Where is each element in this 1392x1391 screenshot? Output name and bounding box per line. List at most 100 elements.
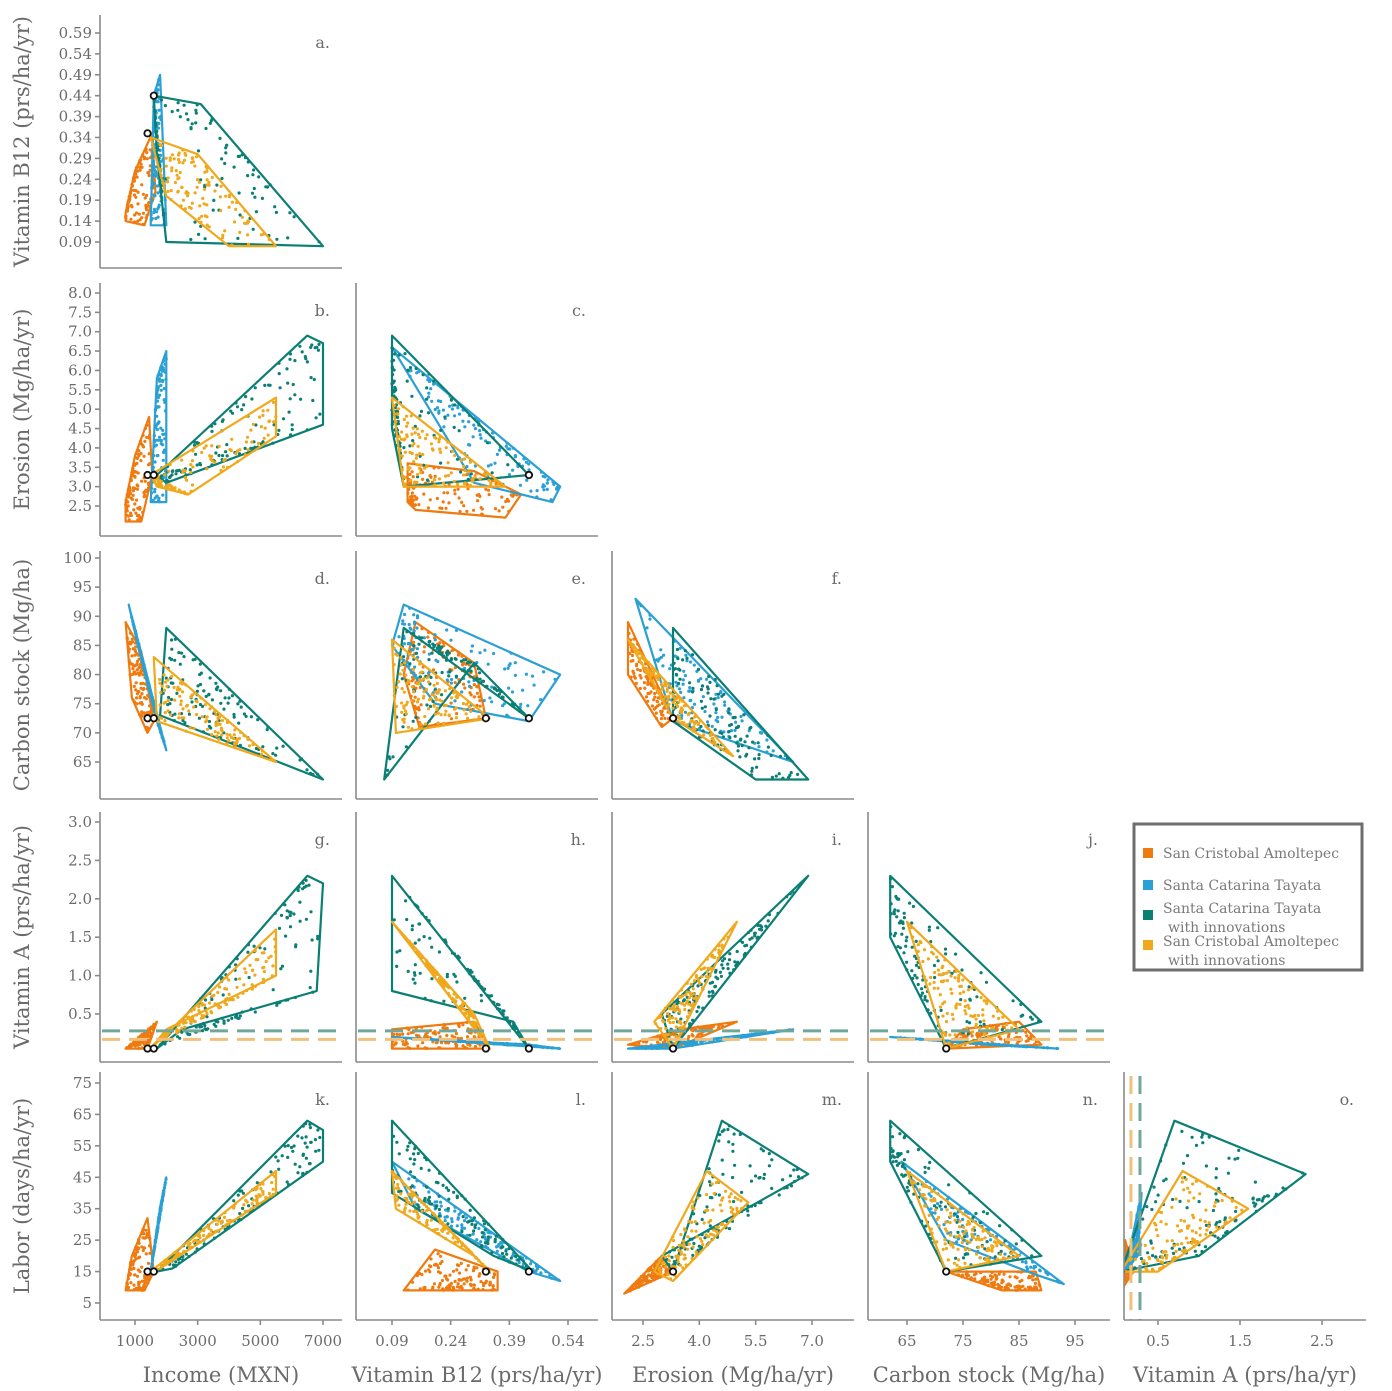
panel-label: d. [315, 569, 330, 588]
data-point [415, 453, 419, 457]
data-point [286, 236, 290, 240]
data-point [487, 478, 491, 482]
data-point [210, 444, 214, 448]
data-point [703, 709, 707, 714]
data-point [225, 443, 229, 447]
panel-label: h. [571, 830, 586, 849]
data-point [456, 406, 460, 410]
data-point [141, 445, 146, 449]
data-point [486, 488, 491, 492]
data-point [456, 1036, 460, 1040]
data-point [236, 737, 240, 741]
data-point [227, 205, 231, 209]
data-point [971, 1030, 975, 1034]
data-point [213, 460, 217, 464]
data-point [892, 934, 896, 938]
data-point [224, 146, 228, 150]
data-point [507, 686, 511, 690]
data-point [138, 1270, 142, 1274]
data-point [300, 350, 304, 354]
data-point [419, 409, 424, 413]
data-point [442, 721, 446, 725]
data-point [392, 388, 396, 392]
data-point [999, 1037, 1003, 1041]
data-point [707, 674, 711, 679]
data-point [718, 970, 723, 974]
data-point [177, 468, 181, 472]
data-point [696, 984, 700, 988]
data-point [696, 722, 700, 727]
data-point [495, 452, 499, 456]
data-point [304, 357, 308, 361]
data-point [244, 1198, 248, 1202]
data-point [657, 703, 661, 707]
data-point [498, 448, 502, 452]
data-point [222, 1215, 227, 1219]
data-point [911, 904, 916, 909]
data-point [710, 724, 714, 729]
data-point [530, 674, 535, 678]
data-point [668, 1006, 672, 1011]
data-point [932, 980, 936, 985]
data-point [945, 979, 950, 983]
data-point [777, 772, 781, 776]
y-tick-label: 90 [73, 607, 92, 625]
data-point [225, 736, 229, 740]
data-point [281, 417, 286, 421]
data-point [410, 432, 414, 436]
data-point [442, 999, 446, 1003]
data-point [740, 744, 744, 748]
data-point [212, 1022, 216, 1026]
data-point [707, 994, 711, 998]
plot-area [626, 597, 810, 781]
data-point [246, 242, 251, 246]
data-point [400, 701, 404, 705]
data-point [154, 216, 158, 221]
data-point [712, 702, 716, 706]
data-point [182, 655, 186, 659]
data-point [447, 651, 451, 655]
data-point [161, 493, 165, 497]
data-point [160, 378, 165, 383]
data-point [152, 182, 156, 186]
data-point [699, 724, 703, 729]
data-point [727, 707, 731, 711]
data-point [944, 1020, 949, 1024]
data-point [446, 491, 450, 495]
data-point [452, 425, 456, 429]
data-point [479, 436, 483, 440]
data-point [181, 707, 185, 711]
data-point [434, 712, 438, 716]
data-point [406, 467, 410, 471]
data-point [446, 473, 450, 478]
data-point [205, 215, 209, 219]
data-point [146, 1261, 151, 1265]
data-point [659, 648, 663, 652]
data-point [413, 963, 417, 967]
data-point [506, 666, 510, 670]
data-point [140, 1245, 144, 1249]
data-point [659, 682, 664, 687]
data-point [222, 707, 226, 711]
data-point [692, 996, 696, 1001]
data-point [469, 669, 473, 673]
data-point [234, 977, 238, 981]
data-point [251, 968, 255, 972]
data-point [963, 1009, 967, 1013]
data-point [685, 990, 689, 994]
y-tick-label: 85 [73, 636, 92, 654]
data-point [397, 680, 401, 684]
data-point [449, 701, 453, 705]
data-point [288, 211, 292, 215]
data-point [981, 1013, 985, 1017]
data-point [447, 713, 451, 717]
data-point [406, 368, 410, 372]
data-point [510, 468, 515, 472]
data-point [747, 746, 751, 750]
data-point [180, 716, 184, 720]
data-point [195, 178, 200, 182]
data-point [766, 919, 770, 923]
data-point [140, 183, 144, 187]
panel-label: e. [571, 569, 586, 588]
